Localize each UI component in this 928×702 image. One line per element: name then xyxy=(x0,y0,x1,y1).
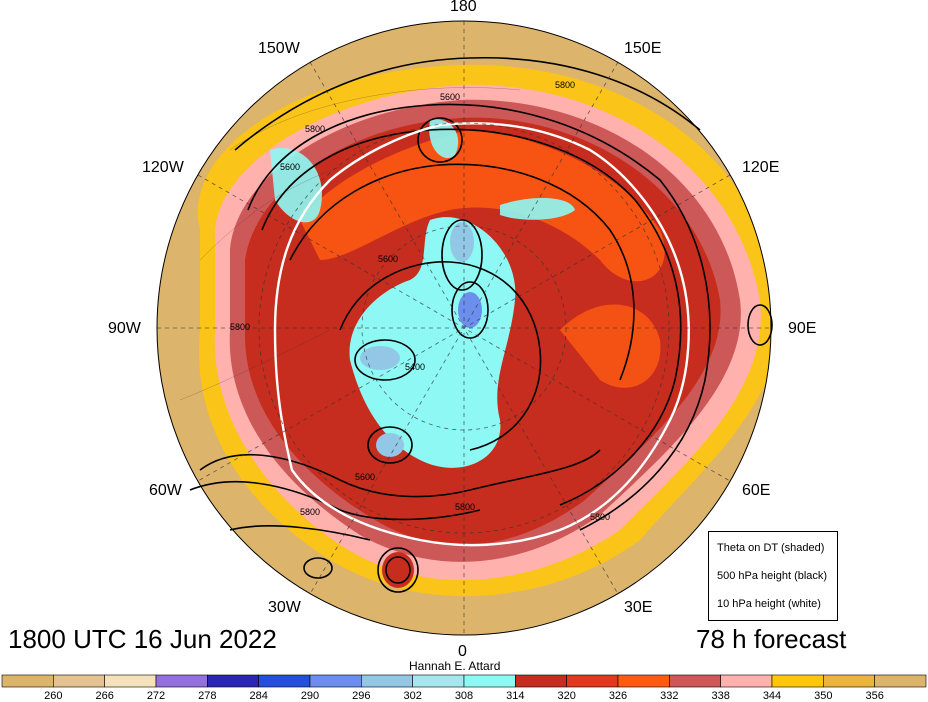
colorbar-swatch xyxy=(361,674,413,688)
contour-label: 5800 xyxy=(305,124,325,134)
lon-label-120w: 120W xyxy=(142,159,184,176)
contour-label: 5600 xyxy=(440,92,460,102)
colorbar-tick-label: 296 xyxy=(352,690,370,702)
colorbar-swatch xyxy=(720,674,773,688)
contour-label: 5600 xyxy=(280,162,300,172)
colorbar-tick-label: 338 xyxy=(711,690,729,702)
contour-label: 5800 xyxy=(590,512,610,522)
lon-label-30e: 30E xyxy=(624,599,653,616)
colorbar-swatch xyxy=(104,674,157,688)
lon-label-90e: 90E xyxy=(788,320,817,337)
contour-label: 5600 xyxy=(355,472,375,482)
lon-label-120e: 120E xyxy=(742,159,780,176)
lon-label-30w: 30W xyxy=(268,599,301,616)
lon-label-60e: 60E xyxy=(742,482,771,499)
colorbar-tick-label: 320 xyxy=(557,690,575,702)
colorbar-tick-label: 308 xyxy=(455,690,473,702)
legend-white-label: 10 hPa height (white) xyxy=(717,598,821,610)
lon-label-180: 180 xyxy=(450,0,477,15)
colorbar-swatch xyxy=(155,674,208,688)
color-bar: 260 266 272 278 284 290 296 302 308 314 320 326 332 3… xyxy=(1,674,927,702)
lon-label-90w: 90W xyxy=(108,320,141,337)
colorbar-swatch xyxy=(207,674,259,688)
colorbar-tick-label: 272 xyxy=(147,690,165,702)
contour-label: 5800 xyxy=(455,502,475,512)
contour-label: 5800 xyxy=(230,322,250,332)
lon-label-150e: 150E xyxy=(624,40,662,57)
colorbar-swatch xyxy=(771,674,824,688)
contour-label: 5800 xyxy=(300,507,320,517)
forecast-hour-label: 78 h forecast xyxy=(696,624,847,654)
contour-label: 5400 xyxy=(405,362,425,372)
colorbar-tick-label: 302 xyxy=(403,690,421,702)
colorbar-swatch xyxy=(463,674,516,688)
colorbar-swatch xyxy=(515,674,567,688)
author-credit: Hannah E. Attard xyxy=(409,659,501,673)
lon-label-0: 0 xyxy=(458,643,467,660)
colorbar-swatch xyxy=(566,674,619,688)
legend-black-label: 500 hPa height (black) xyxy=(717,570,828,582)
legend-box: Theta on DT (shaded) 500 hPa height (bla… xyxy=(708,531,838,621)
colorbar-tick-label: 350 xyxy=(814,690,832,702)
colorbar-tick-label: 290 xyxy=(301,690,319,702)
colorbar-tick-label: 332 xyxy=(660,690,678,702)
valid-time-label: 1800 UTC 16 Jun 2022 xyxy=(8,624,277,654)
colorbar-tick-label: 356 xyxy=(865,690,883,702)
colorbar-tick-label: 344 xyxy=(763,690,781,702)
colorbar-swatch xyxy=(412,674,465,688)
colorbar-swatch xyxy=(823,674,875,688)
colorbar-swatch xyxy=(874,674,927,688)
colorbar-tick-label: 278 xyxy=(198,690,216,702)
colorbar-swatch xyxy=(669,674,721,688)
colorbar-tick-label: 260 xyxy=(44,690,62,702)
lon-label-60w: 60W xyxy=(149,482,182,499)
colorbar-swatch xyxy=(617,674,670,688)
colorbar-tick-label: 266 xyxy=(95,690,113,702)
colorbar-tick-label: 326 xyxy=(609,690,627,702)
colorbar-swatch xyxy=(258,674,311,688)
colorbar-swatch xyxy=(309,674,362,688)
contour-label: 5600 xyxy=(378,254,398,264)
colorbar-swatch xyxy=(1,674,54,688)
lon-label-150w: 150W xyxy=(258,40,300,57)
colorbar-tick-label: 314 xyxy=(506,690,524,702)
contour-label: 5800 xyxy=(555,80,575,90)
colorbar-swatch xyxy=(53,674,105,688)
colorbar-tick-label: 284 xyxy=(249,690,267,702)
legend-shaded-label: Theta on DT (shaded) xyxy=(717,542,825,554)
